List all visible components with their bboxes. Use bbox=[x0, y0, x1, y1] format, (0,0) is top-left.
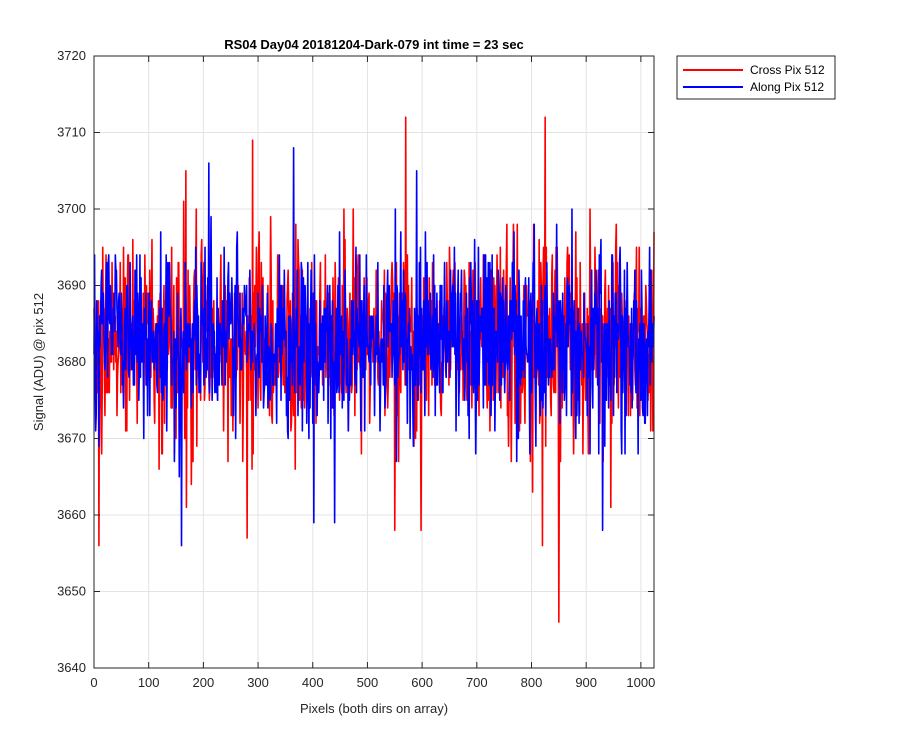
x-axis-label: Pixels (both dirs on array) bbox=[300, 701, 448, 716]
legend: Cross Pix 512 Along Pix 512 bbox=[676, 55, 836, 100]
x-tick-label: 600 bbox=[411, 675, 433, 690]
x-tick-label: 800 bbox=[521, 675, 543, 690]
series-lines bbox=[93, 116, 655, 623]
y-tick-label: 3680 bbox=[57, 354, 86, 369]
x-tick-label: 200 bbox=[193, 675, 215, 690]
y-tick-label: 3660 bbox=[57, 507, 86, 522]
axis-ticks bbox=[93, 55, 654, 669]
x-tick-label: 1000 bbox=[626, 675, 655, 690]
y-tick-label: 3670 bbox=[57, 431, 86, 446]
legend-box bbox=[676, 55, 836, 100]
x-tick-label: 500 bbox=[357, 675, 379, 690]
y-tick-label: 3690 bbox=[57, 278, 86, 293]
y-tick-label: 3640 bbox=[57, 660, 86, 675]
x-tick-label: 400 bbox=[302, 675, 324, 690]
series-line-along bbox=[93, 147, 655, 547]
y-tick-label: 3720 bbox=[57, 48, 86, 63]
y-tick-label: 3700 bbox=[57, 201, 86, 216]
chart-title: RS04 Day04 20181204-Dark-079 int time = … bbox=[224, 37, 524, 52]
x-tick-label: 900 bbox=[575, 675, 597, 690]
x-tick-label: 700 bbox=[466, 675, 488, 690]
x-tick-label: 300 bbox=[247, 675, 269, 690]
y-tick-label: 3710 bbox=[57, 125, 86, 140]
x-tick-label: 0 bbox=[90, 675, 97, 690]
x-tick-label: 100 bbox=[138, 675, 160, 690]
tick-labels: 0 100 200 300 400 500 600 700 800 900 1000 3640 3650… bbox=[57, 48, 655, 690]
y-axis-label: Signal (ADU) @ pix 512 bbox=[31, 293, 46, 431]
y-tick-label: 3650 bbox=[57, 584, 86, 599]
legend-label-cross: Cross Pix 512 bbox=[750, 63, 825, 77]
legend-label-along: Along Pix 512 bbox=[750, 80, 824, 94]
